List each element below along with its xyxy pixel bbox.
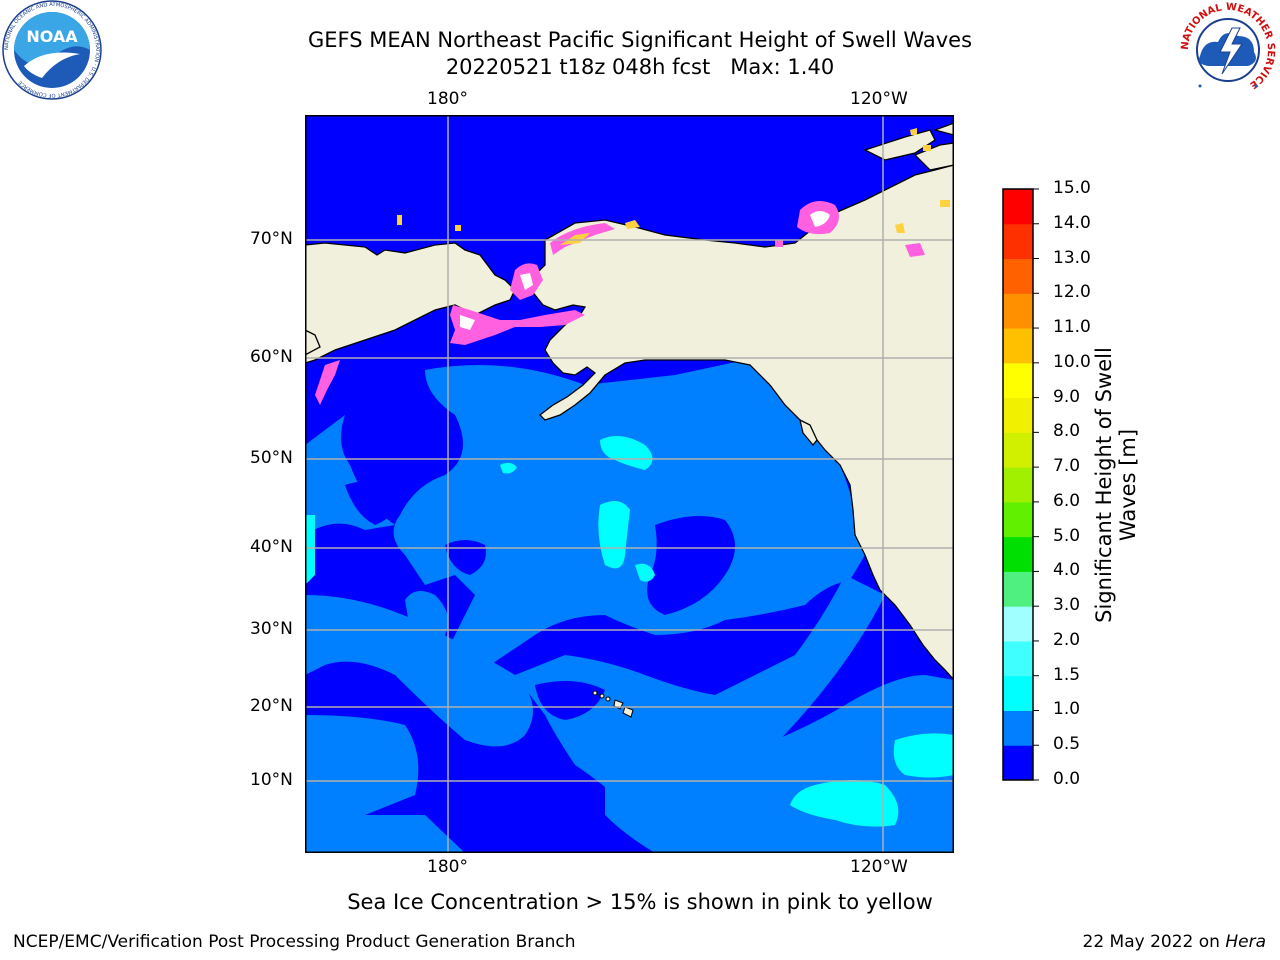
colorbar-tick-label: 14.0 [1053, 212, 1091, 233]
lat-tick-50n: 50°N [250, 448, 293, 468]
colorbar-tick-label: 12.0 [1053, 282, 1091, 303]
colorbar-frame [1002, 188, 1034, 781]
colorbar-tick-label: 1.5 [1053, 664, 1081, 685]
colorbar-label: Significant Height of Swell Waves [m] [1092, 347, 1140, 623]
colorbar-segment [1003, 189, 1033, 225]
map-gridlines [305, 115, 954, 853]
lon-tick-top-120w: 120°W [850, 89, 908, 109]
max-value: Max: 1.40 [730, 55, 835, 79]
lat-tick-40n: 40°N [250, 537, 293, 557]
nws-logo: NATIONAL WEATHER SERVICE [1180, 2, 1276, 98]
swell-1.0-1.5-regions [305, 436, 954, 827]
lat-tick-10n: 10°N [250, 770, 293, 790]
colorbar-tick-label: 15.0 [1053, 178, 1091, 198]
colorbar-segment [1003, 536, 1033, 572]
colorbar-segment [1003, 745, 1033, 781]
colorbar-tick-label: 2.0 [1053, 629, 1081, 650]
noaa-logo-text: NOAA [26, 27, 78, 46]
lon-tick-bottom-120w: 120°W [850, 857, 908, 877]
sea-ice-caption: Sea Ice Concentration > 15% is shown in … [347, 890, 933, 914]
colorbar-tick-label: 4.0 [1053, 560, 1081, 581]
colorbar-segment [1003, 675, 1033, 711]
colorbar-tick-label: 6.0 [1053, 490, 1081, 511]
lat-tick-20n: 20°N [250, 696, 293, 716]
colorbar-tick-label: 1.0 [1053, 699, 1081, 720]
colorbar-segment [1003, 501, 1033, 538]
sea-ice-overlay [315, 128, 950, 405]
colorbar-segment [1003, 640, 1033, 677]
colorbar-tick-label: 3.0 [1053, 595, 1081, 616]
footer-branch: NCEP/EMC/Verification Post Processing Pr… [13, 932, 576, 952]
colorbar-tick-label: 0.5 [1053, 734, 1081, 755]
map-frame [305, 115, 954, 853]
colorbar-tick-label: 10.0 [1053, 351, 1091, 372]
colorbar-segment [1003, 362, 1033, 399]
lat-tick-60n: 60°N [250, 347, 293, 367]
swell-height-map [305, 115, 954, 853]
footer-host: Hera [1225, 932, 1266, 952]
lon-tick-bottom-180: 180° [427, 857, 468, 877]
swell-0.0-0.5-islands [345, 481, 735, 720]
noaa-logo: NATIONAL OCEANIC AND ATMOSPHERIC ADMINIS… [2, 0, 102, 100]
lat-tick-30n: 30°N [250, 619, 293, 639]
colorbar-segment [1003, 606, 1033, 642]
lon-tick-top-180: 180° [427, 89, 468, 109]
footer-date-text: 22 May 2022 on [1082, 932, 1226, 952]
colorbar-tick-label: 0.0 [1053, 769, 1081, 789]
swell-0.5-1.0-regions [305, 360, 954, 853]
colorbar-segment [1003, 467, 1033, 503]
colorbar-segment [1003, 397, 1033, 433]
colorbar-segment [1003, 293, 1033, 329]
colorbar-segment [1003, 571, 1033, 607]
colorbar-segment [1003, 710, 1033, 746]
colorbar-tick-label: 11.0 [1053, 317, 1091, 338]
colorbar [1002, 188, 1039, 781]
colorbar-tick-label: 9.0 [1053, 386, 1081, 407]
footer-date: 22 May 2022 on Hera [1083, 932, 1267, 952]
colorbar-segment [1003, 432, 1033, 468]
colorbar-tick-label: 13.0 [1053, 247, 1091, 268]
colorbar-segment [1003, 328, 1033, 364]
lat-tick-70n: 70°N [250, 229, 293, 249]
colorbar-tick-label: 7.0 [1053, 456, 1081, 477]
chart-subtitle: 20220521 t18z 048h fcst Max: 1.40 [0, 54, 1280, 80]
colorbar-tick-label: 5.0 [1053, 525, 1081, 546]
forecast-date: 20220521 t18z 048h fcst [445, 55, 711, 79]
colorbar-tick-label: 8.0 [1053, 421, 1081, 442]
colorbar-segment [1003, 258, 1033, 294]
chart-title: GEFS MEAN Northeast Pacific Significant … [307, 28, 973, 52]
colorbar-segment [1003, 223, 1033, 260]
